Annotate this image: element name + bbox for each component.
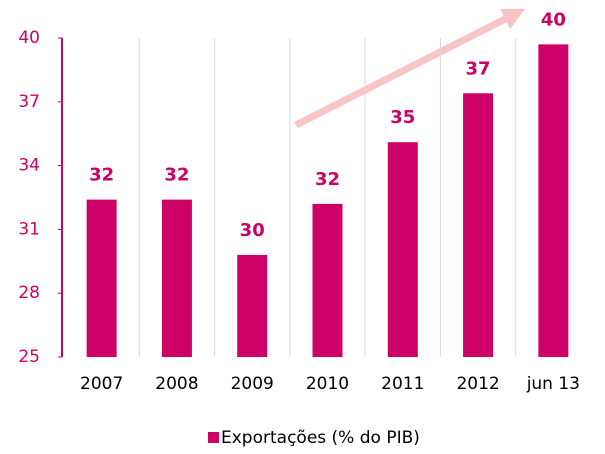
y-tick-label: 37 (18, 92, 40, 112)
bar (312, 203, 343, 357)
value-label: 32 (89, 165, 114, 186)
x-tick-label: 2012 (456, 374, 499, 394)
bar (86, 199, 117, 357)
bar (387, 142, 418, 357)
x-tick-label: 2010 (306, 374, 349, 394)
bar (538, 44, 569, 357)
value-label: 32 (164, 165, 189, 186)
x-tick-label: 2008 (155, 374, 198, 394)
y-tick-label: 25 (18, 347, 40, 367)
y-tick-label: 31 (18, 219, 40, 239)
legend-label: Exportações (% do PIB) (221, 428, 420, 448)
y-tick-label: 40 (18, 28, 40, 48)
x-tick-label: jun 13 (526, 374, 580, 394)
bar (237, 254, 268, 357)
x-tick-label: 2007 (80, 374, 123, 394)
value-label: 32 (315, 169, 340, 190)
value-label: 37 (466, 58, 491, 79)
legend-swatch (208, 432, 219, 443)
value-label: 40 (541, 9, 566, 30)
x-tick-label: 2011 (381, 374, 424, 394)
bar (463, 93, 494, 357)
y-tick-label: 34 (18, 156, 40, 176)
value-label: 35 (390, 107, 415, 128)
x-tick-label: 2009 (231, 374, 274, 394)
trend-arrow (294, 8, 525, 129)
value-label: 30 (240, 220, 265, 241)
bar (161, 199, 192, 357)
y-tick-label: 28 (18, 283, 40, 303)
